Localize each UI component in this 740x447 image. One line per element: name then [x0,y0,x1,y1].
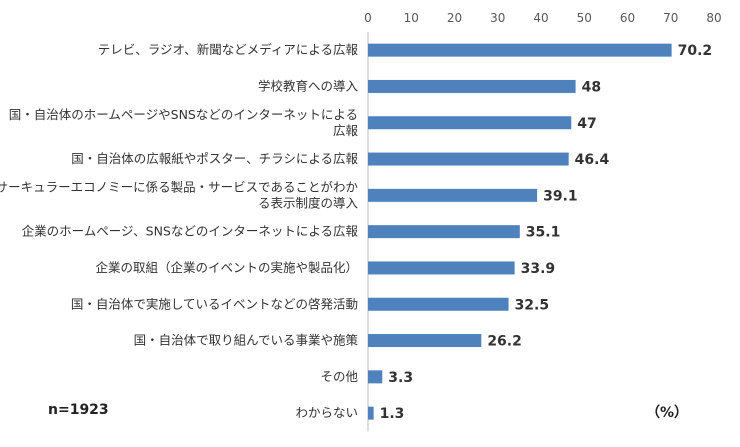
x-tick-label: 50 [577,11,592,25]
x-tick-label: 0 [364,11,372,25]
bars [368,43,672,420]
x-tick-label: 10 [404,11,419,25]
value-label: 33.9 [521,261,556,277]
bar [368,370,383,384]
bar [368,188,538,202]
value-label: 1.3 [380,406,405,422]
x-tick-label: 60 [620,11,635,25]
bar [368,406,374,420]
bar [368,116,572,130]
value-label: 70.2 [678,43,713,59]
category-label: 国・自治体で取り組んでいる事業や施策 [134,333,359,348]
unit-label: （%） [646,405,689,421]
x-tick-label: 70 [663,11,678,25]
x-tick-label: 80 [706,11,721,25]
value-label: 26.2 [487,334,522,350]
category-label: 国・自治体で実施しているイベントなどの啓発活動 [71,296,358,311]
bar [368,152,569,166]
category-labels: テレビ、ラジオ、新聞などメディアによる広報学校教育への導入国・自治体のホームペー… [0,42,358,420]
category-label: 学校教育への導入 [258,78,359,93]
value-label: 46.4 [575,152,610,168]
category-label: テレビ、ラジオ、新聞などメディアによる広報 [98,42,359,57]
bar [368,334,482,348]
value-label: 35.1 [526,225,561,241]
value-label: 3.3 [388,370,413,386]
bar [368,225,520,239]
x-tick-label: 40 [533,11,548,25]
category-label: その他 [320,369,358,384]
category-label: 企業のホームページ、SNSなどのインターネットによる広報 [22,224,359,239]
x-tick-label: 20 [447,11,462,25]
value-label: 47 [577,116,596,132]
value-label: 32.5 [515,297,550,313]
category-label: 企業の取組（企業のイベントの実施や製品化） [95,260,358,275]
bar [368,79,576,93]
value-labels: 70.2 48 47 46.4 39.1 35.1 33.9 32.5 26.2 3.3 1.3 [380,43,713,422]
category-label: わからない [295,405,358,420]
x-tick-label: 30 [490,11,505,25]
bar [368,297,509,311]
value-label: 48 [582,79,601,95]
x-axis-ticks: 0 10 20 30 40 50 60 70 80 [364,11,721,25]
value-label: 39.1 [543,188,578,204]
category-label: 国・自治体の広報紙やポスター、チラシによる広報 [71,151,358,166]
category-label: 国・自治体のホームページやSNSなどのインターネットによる広報 [9,107,359,138]
bar [368,43,672,57]
bar [368,261,515,275]
sample-size-note: n=1923 [48,402,109,418]
category-label: サーキュラーエコノミーに係る製品・サービスであることがわかる表示制度の導入 [0,179,358,210]
